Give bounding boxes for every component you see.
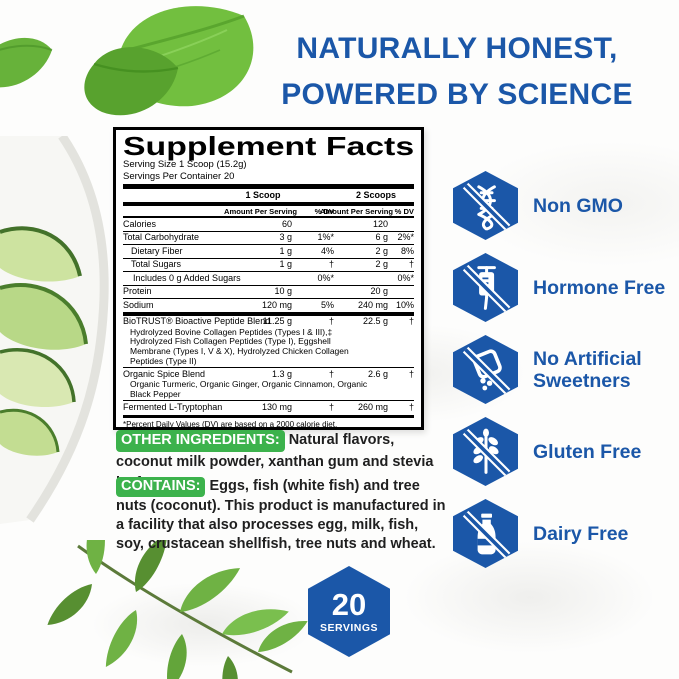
- dv-header-2: % DV: [394, 207, 414, 216]
- divider-thick: [123, 184, 414, 189]
- peptide-blend-ingredients: Hydrolyzed Bovine Collagen Peptides (Typ…: [130, 326, 349, 366]
- headline: NATURALLY HONEST, POWERED BY SCIENCE: [252, 26, 662, 118]
- servings-per-container: Servings Per Container 20: [123, 170, 235, 182]
- badge-label-non-gmo: Non GMO: [533, 194, 623, 217]
- badge-label-no-artificial-sweeteners: No Artificial Sweetners: [533, 347, 642, 392]
- footnotes: *Percent Daily Values (DV) are based on …: [123, 414, 414, 429]
- basil-leaves-image: [0, 6, 254, 116]
- badge-gluten-free: Gluten Free: [453, 417, 673, 486]
- headline-line-1: NATURALLY HONEST,: [296, 32, 618, 65]
- nutrient-row-added-sugars: Includes 0 g Added Sugars 0%* 0%*: [123, 271, 414, 285]
- other-ingredients-label: OTHER INGREDIENTS:: [116, 430, 285, 452]
- nutrient-row-sodium: Sodium 120 mg 5% 240 mg 10%: [123, 298, 414, 310]
- dna-icon: [453, 171, 518, 240]
- column-header-row: Amount Per Serving % DV Amount Per Servi…: [123, 206, 414, 218]
- badge-label-gluten-free: Gluten Free: [533, 440, 642, 463]
- nutrient-row-calories: Calories 60 120: [123, 218, 388, 229]
- nutrient-row-protein: Protein 10 g 20 g: [123, 284, 414, 299]
- contains-section: CONTAINS: Eggs, fish (white fish) and tre…: [116, 477, 450, 554]
- serving-size: Serving Size 1 Scoop (15.2g): [123, 159, 247, 170]
- sweetener-packet-icon: [453, 335, 518, 404]
- divider-thick: [123, 202, 414, 206]
- leaf-branch-image: [47, 540, 308, 679]
- scoop-header-2: 2 Scoops: [355, 190, 396, 200]
- scoop-header-1: 1 Scoop: [245, 190, 281, 200]
- nutrient-row-dietary-fiber: Dietary Fiber 1 g 4% 2 g 8%: [123, 244, 414, 258]
- footnote-dv: *Percent Daily Values (DV) are based on …: [123, 419, 338, 429]
- badge-label-dairy-free: Dairy Free: [533, 522, 629, 545]
- headline-line-2: POWERED BY SCIENCE: [281, 78, 633, 111]
- dv-header-1: % DV: [314, 207, 334, 216]
- milk-bottle-icon: [453, 499, 518, 568]
- contains-text: Eggs, fish (white fish) and tree nuts (c…: [116, 478, 446, 552]
- badge-hormone-free: Hormone Free: [453, 253, 673, 322]
- supplement-facts-title: Supplement Facts: [123, 131, 415, 161]
- nutrient-row-spice-blend: Organic Spice Blend 1.3 g † 2.6 g † Orga…: [123, 367, 414, 399]
- badge-no-artificial-sweeteners: No Artificial Sweetners: [453, 335, 673, 404]
- servings-count: 20: [331, 587, 367, 622]
- amount-header-1: Amount Per Serving: [224, 207, 297, 216]
- nutrient-row-total-sugars: Total Sugars 1 g † 2 g †: [123, 257, 414, 272]
- badge-dairy-free: Dairy Free: [453, 499, 673, 568]
- badge-non-gmo: Non GMO: [453, 171, 673, 240]
- badge-label-hormone-free: Hormone Free: [533, 276, 666, 299]
- feature-badges: Non GMO: [453, 171, 673, 581]
- wheat-icon: [453, 417, 518, 486]
- spice-blend-ingredients: Organic Turmeric, Organic Ginger, Organi…: [130, 379, 368, 399]
- scoop-header-row: 1 Scoop 2 Scoops: [123, 189, 414, 202]
- syringe-icon: [453, 253, 518, 322]
- nutrient-row-peptide-blend: BioTRUST® Bioactive Peptide Blend 11.25 …: [123, 311, 414, 368]
- contains-label: CONTAINS:: [116, 477, 206, 497]
- cucumber-bowl-image: [0, 136, 109, 524]
- servings-badge: 20 SERVINGS: [308, 566, 390, 657]
- nutrient-row-tryptophan: Fermented L-Tryptophan 130 mg † 260 mg †: [123, 400, 414, 412]
- supplement-facts-panel: Supplement Facts Serving Size 1 Scoop (1…: [113, 127, 424, 430]
- nutrient-row-total-carbohydrate: Total Carbohydrate 3 g 1%* 6 g 2%*: [123, 230, 414, 242]
- amount-header-2: Amount Per Serving: [320, 207, 393, 216]
- servings-label: SERVINGS: [319, 622, 379, 634]
